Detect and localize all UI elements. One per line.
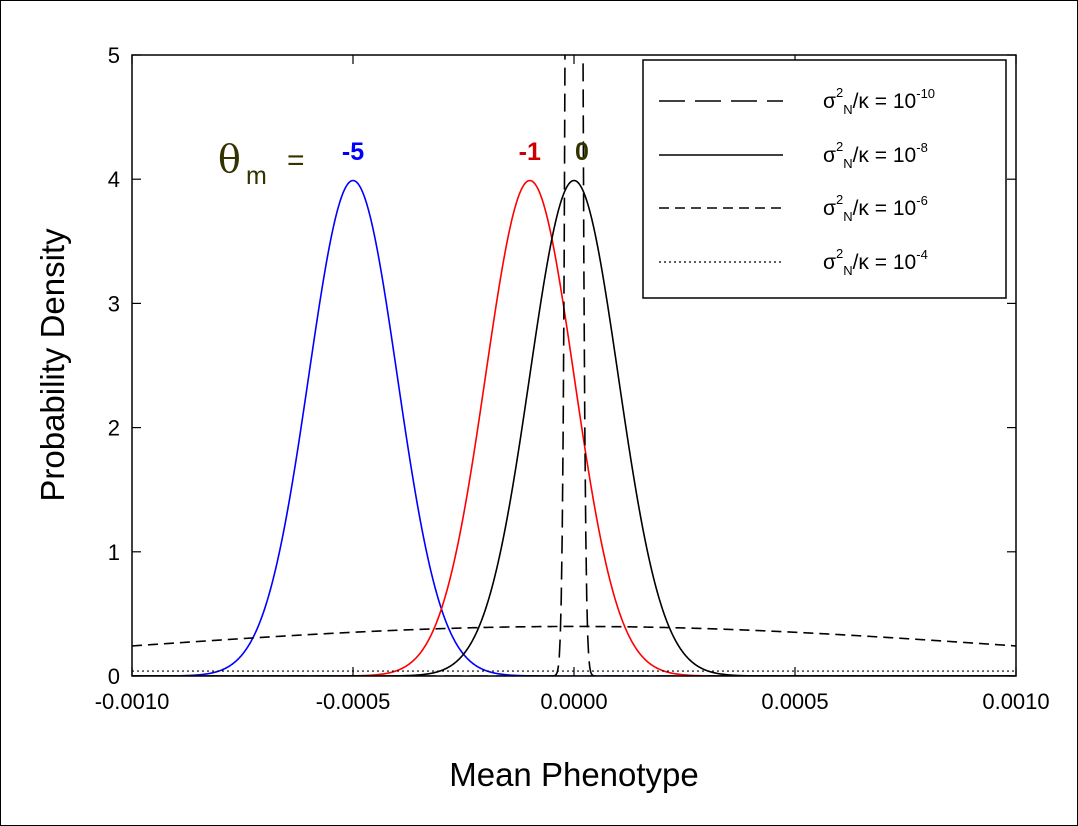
x-tick-label: -0.0005 xyxy=(316,689,391,714)
x-tick-label: 0.0010 xyxy=(982,689,1049,714)
legend: σ2N/κ = 10-10 σ2N/κ = 10-8 σ2N/κ = 10-6 σ2N… xyxy=(659,85,935,278)
x-tick-label: 0.0000 xyxy=(540,689,607,714)
theta-symbol: θ xyxy=(218,137,241,181)
theta-equals: = xyxy=(287,144,305,177)
series-line-5 xyxy=(132,625,1016,647)
y-tick-label: 0 xyxy=(108,664,120,689)
series-line-1 xyxy=(132,179,1016,676)
legend-box xyxy=(642,59,1007,299)
theta-value-label: -1 xyxy=(519,138,541,166)
x-axis-title: Mean Phenotype xyxy=(449,756,699,793)
y-tick-label: 2 xyxy=(108,416,120,441)
y-axis-title: Probability Density xyxy=(34,228,71,502)
x-tick-label: -0.0010 xyxy=(95,689,170,714)
y-axis: 0 1 2 3 4 5 xyxy=(108,43,1016,689)
x-tick-label: 0.0005 xyxy=(761,689,828,714)
y-tick-label: 3 xyxy=(108,291,120,316)
x-axis: -0.0010 -0.0005 0.0000 0.0005 0.0010 xyxy=(95,55,1050,714)
series-line-2 xyxy=(132,179,1016,676)
y-tick-label: 5 xyxy=(108,43,120,68)
legend-label-4: σ2N/κ = 10-4 xyxy=(823,246,928,278)
series-layer xyxy=(132,55,1016,676)
legend-label-2: σ2N/κ = 10-8 xyxy=(823,139,928,171)
legend-label-1: σ2N/κ = 10-10 xyxy=(823,85,935,117)
theta-value-label: 0 xyxy=(575,138,589,166)
theta-subscript: m xyxy=(246,162,267,190)
series-line-3 xyxy=(132,179,1016,676)
y-tick-label: 1 xyxy=(108,540,120,565)
legend-label-3: σ2N/κ = 10-6 xyxy=(823,192,928,224)
theta-value-label: -5 xyxy=(342,138,364,166)
theta-value-labels: -5 -1 0 xyxy=(342,138,589,166)
y-tick-label: 4 xyxy=(108,167,120,192)
